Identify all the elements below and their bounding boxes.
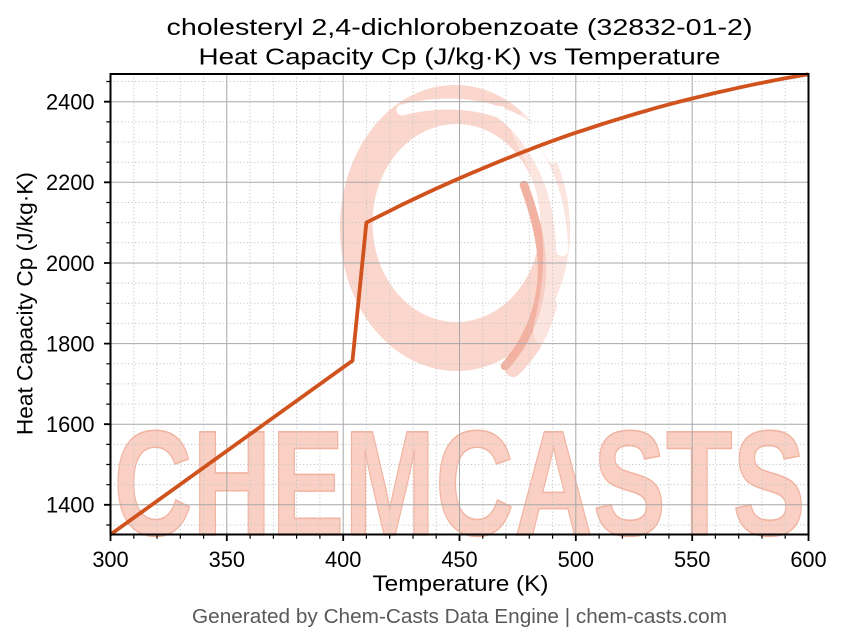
svg-text:550: 550	[674, 547, 710, 572]
svg-text:cholesteryl 2,4-dichlorobenzoa: cholesteryl 2,4-dichlorobenzoate (32832-…	[167, 14, 753, 40]
svg-text:Heat Capacity Cp (J/kg·K) vs T: Heat Capacity Cp (J/kg·K) vs Temperature	[199, 44, 721, 70]
svg-text:350: 350	[209, 547, 245, 572]
svg-text:2200: 2200	[46, 170, 95, 195]
svg-text:1600: 1600	[46, 412, 95, 437]
svg-text:1800: 1800	[46, 332, 95, 357]
svg-text:Heat Capacity Cp (J/kg·K): Heat Capacity Cp (J/kg·K)	[13, 172, 38, 435]
svg-text:600: 600	[790, 547, 826, 572]
svg-text:Temperature (K): Temperature (K)	[373, 571, 549, 596]
svg-text:Generated by Chem-Casts Data E: Generated by Chem-Casts Data Engine | ch…	[192, 606, 727, 628]
svg-text:450: 450	[441, 547, 477, 572]
svg-text:500: 500	[558, 547, 594, 572]
svg-text:1400: 1400	[46, 493, 95, 518]
svg-text:400: 400	[325, 547, 361, 572]
svg-text:2400: 2400	[46, 90, 95, 115]
svg-text:2000: 2000	[46, 251, 95, 276]
svg-text:300: 300	[92, 547, 128, 572]
